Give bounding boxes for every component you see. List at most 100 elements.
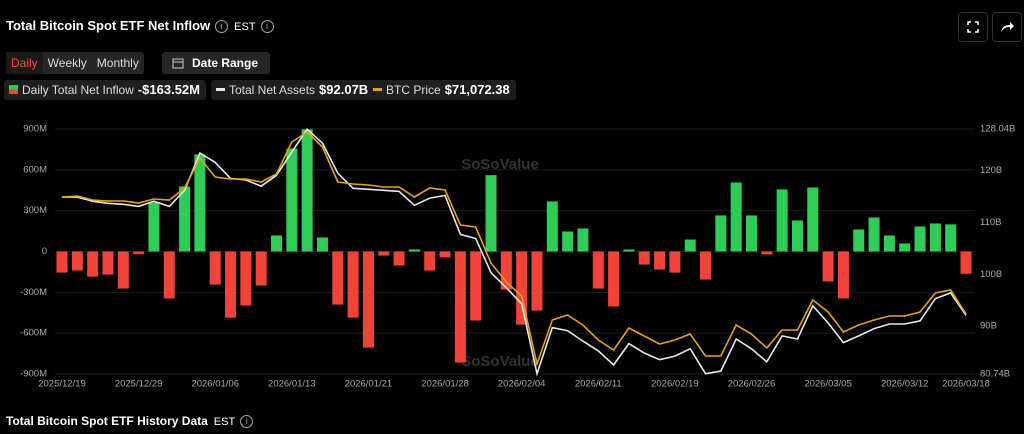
x-tick-label: 2026/01/13	[268, 379, 316, 390]
chart: SoSoValue SoSoValue 900M 600M 300M 0 -300M -6…	[20, 124, 1015, 390]
fullscreen-button[interactable]	[958, 12, 988, 42]
y-tick-label: -900M	[20, 369, 47, 380]
timezone: EST	[213, 416, 236, 428]
bar	[255, 251, 267, 286]
line	[61, 130, 967, 367]
bar	[745, 215, 757, 252]
bar	[332, 251, 344, 305]
bar	[546, 201, 558, 252]
x-tick-label: 2026/02/04	[498, 379, 546, 390]
bar	[393, 251, 405, 266]
y2-tick-label: 90B	[980, 321, 997, 332]
timezone: EST	[234, 21, 256, 33]
bar	[531, 251, 543, 311]
x-tick-label: 2026/03/12	[881, 379, 929, 390]
bar	[439, 251, 451, 258]
bar	[362, 251, 374, 348]
legend-name: Total Net Assets	[229, 83, 316, 97]
x-tick-label: 2026/02/19	[651, 379, 699, 390]
bar	[209, 251, 221, 285]
icon	[172, 58, 184, 69]
legend-item[interactable]: Total Net Assets $92.07B	[211, 80, 375, 100]
bar	[163, 251, 175, 299]
bar	[87, 251, 99, 277]
bar	[148, 202, 160, 252]
y2-tick-label: 100B	[980, 269, 1002, 280]
bar	[225, 251, 237, 318]
x-tick-label: 2026/01/21	[345, 379, 393, 390]
bar	[516, 251, 528, 325]
x-tick-label: 2025/12/19	[38, 379, 86, 390]
info-icon[interactable]: i	[215, 20, 229, 34]
bar	[408, 249, 420, 252]
bar	[271, 235, 283, 252]
bar	[638, 251, 650, 265]
legend-item[interactable]: Daily Total Net Inflow -$163.52M	[4, 80, 206, 100]
legend-value: -$163.52M	[137, 82, 200, 97]
bar	[623, 249, 635, 252]
bar	[562, 231, 574, 252]
bar	[730, 182, 742, 252]
y-tick-label: 300M	[23, 205, 47, 216]
icon	[967, 21, 979, 33]
tab[interactable]: Monthly	[96, 56, 139, 70]
bar	[424, 251, 436, 271]
swatch	[373, 88, 382, 91]
bar	[102, 251, 114, 275]
x-tick-label: 2026/01/06	[191, 379, 239, 390]
bar	[316, 237, 328, 252]
swatch	[9, 85, 18, 94]
legend-value: $92.07B	[319, 82, 369, 97]
watermark: SoSoValue	[461, 353, 539, 370]
x-tick-label: 2026/03/05	[804, 379, 852, 390]
y-tick-label: 0	[42, 246, 47, 257]
icon	[1001, 22, 1014, 32]
bar	[194, 154, 206, 252]
tab[interactable]: Weekly	[47, 56, 87, 70]
bar	[914, 226, 926, 252]
bar	[654, 251, 666, 270]
title: Total Bitcoin Spot ETF Net Inflow	[6, 18, 211, 33]
bar	[347, 251, 359, 318]
info-icon[interactable]: i	[240, 415, 254, 429]
bar	[883, 235, 895, 252]
header: Total Bitcoin Spot ETF Net Inflow i EST i	[6, 18, 274, 34]
bar	[56, 251, 68, 273]
bar	[791, 220, 803, 252]
label: Date Range	[192, 56, 259, 70]
bar	[807, 187, 819, 252]
bar	[945, 224, 957, 252]
legend-item[interactable]: BTC Price $71,072.38	[368, 80, 516, 100]
swatch	[216, 88, 225, 91]
info-icon[interactable]: i	[260, 20, 274, 34]
footer: Total Bitcoin Spot ETF History Data EST i	[6, 414, 254, 429]
footer-title: Total Bitcoin Spot ETF History Data	[6, 414, 208, 428]
bar	[470, 251, 482, 321]
watermark: SoSoValue	[461, 156, 539, 173]
bar	[454, 251, 466, 363]
bar	[761, 251, 773, 255]
bar	[117, 251, 129, 289]
y2-tick-label: 128.04B	[980, 124, 1015, 135]
legend-name: BTC Price	[386, 83, 441, 97]
share-button[interactable]	[992, 12, 1022, 42]
y-tick-label: -600M	[20, 328, 47, 339]
y2-tick-label: 120B	[980, 165, 1002, 176]
bar	[700, 251, 712, 280]
line	[62, 127, 967, 377]
bar	[301, 129, 313, 252]
bar	[378, 251, 390, 256]
x-tick-label: 2026/02/11	[575, 379, 622, 390]
tab[interactable]: Daily	[6, 52, 43, 74]
bar	[899, 243, 911, 252]
y-tick-label: 600M	[23, 164, 47, 175]
bar	[179, 186, 191, 252]
bar	[960, 251, 972, 274]
period-tabs: Daily Weekly Monthly	[6, 52, 144, 74]
bar	[485, 175, 497, 252]
y-tick-label: -300M	[20, 287, 47, 298]
bar	[133, 251, 145, 255]
bar	[929, 223, 941, 252]
bar	[592, 251, 604, 289]
date-range-button[interactable]: Date Range	[162, 52, 271, 74]
